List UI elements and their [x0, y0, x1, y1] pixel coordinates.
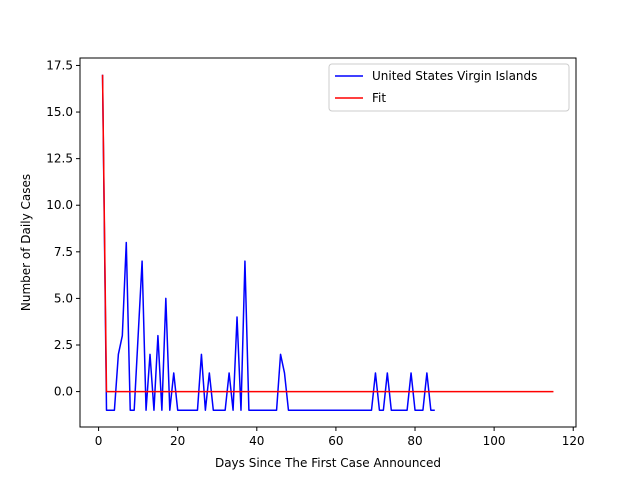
x-axis: 0 20 40 60 80 100 120 [95, 427, 585, 448]
x-tick-label: 0 [95, 434, 103, 448]
plot-area [80, 58, 576, 427]
y-tick-label: 15.0 [46, 105, 73, 119]
x-tick-label: 80 [407, 434, 422, 448]
x-tick-label: 120 [562, 434, 585, 448]
plot-frame [79, 57, 577, 428]
y-tick-label: 10.0 [46, 198, 73, 212]
x-tick-label: 60 [328, 434, 343, 448]
x-tick-label: 40 [249, 434, 264, 448]
y-tick-label: 2.5 [54, 338, 73, 352]
y-tick-label: 0.0 [54, 385, 73, 399]
legend-label-0: United States Virgin Islands [372, 69, 537, 83]
x-tick-label: 100 [483, 434, 506, 448]
x-tick-label: 20 [170, 434, 185, 448]
y-axis-label: Number of Daily Cases [19, 174, 33, 311]
y-tick-label: 17.5 [46, 58, 73, 72]
series-line-0 [101, 74, 435, 411]
x-axis-label: Days Since The First Case Announced [215, 456, 441, 470]
y-tick-label: 7.5 [54, 245, 73, 259]
legend-box [328, 63, 570, 112]
y-tick-label: 12.5 [46, 152, 73, 166]
y-tick-label: 5.0 [54, 291, 73, 305]
series-layer [101, 74, 554, 411]
y-axis: 0.0 2.5 5.0 7.5 10.0 12.5 15.0 17.5 [46, 58, 80, 399]
series-line-1 [101, 74, 554, 393]
legend-label-1: Fit [372, 91, 386, 105]
legend: United States Virgin Islands Fit [328, 63, 570, 112]
